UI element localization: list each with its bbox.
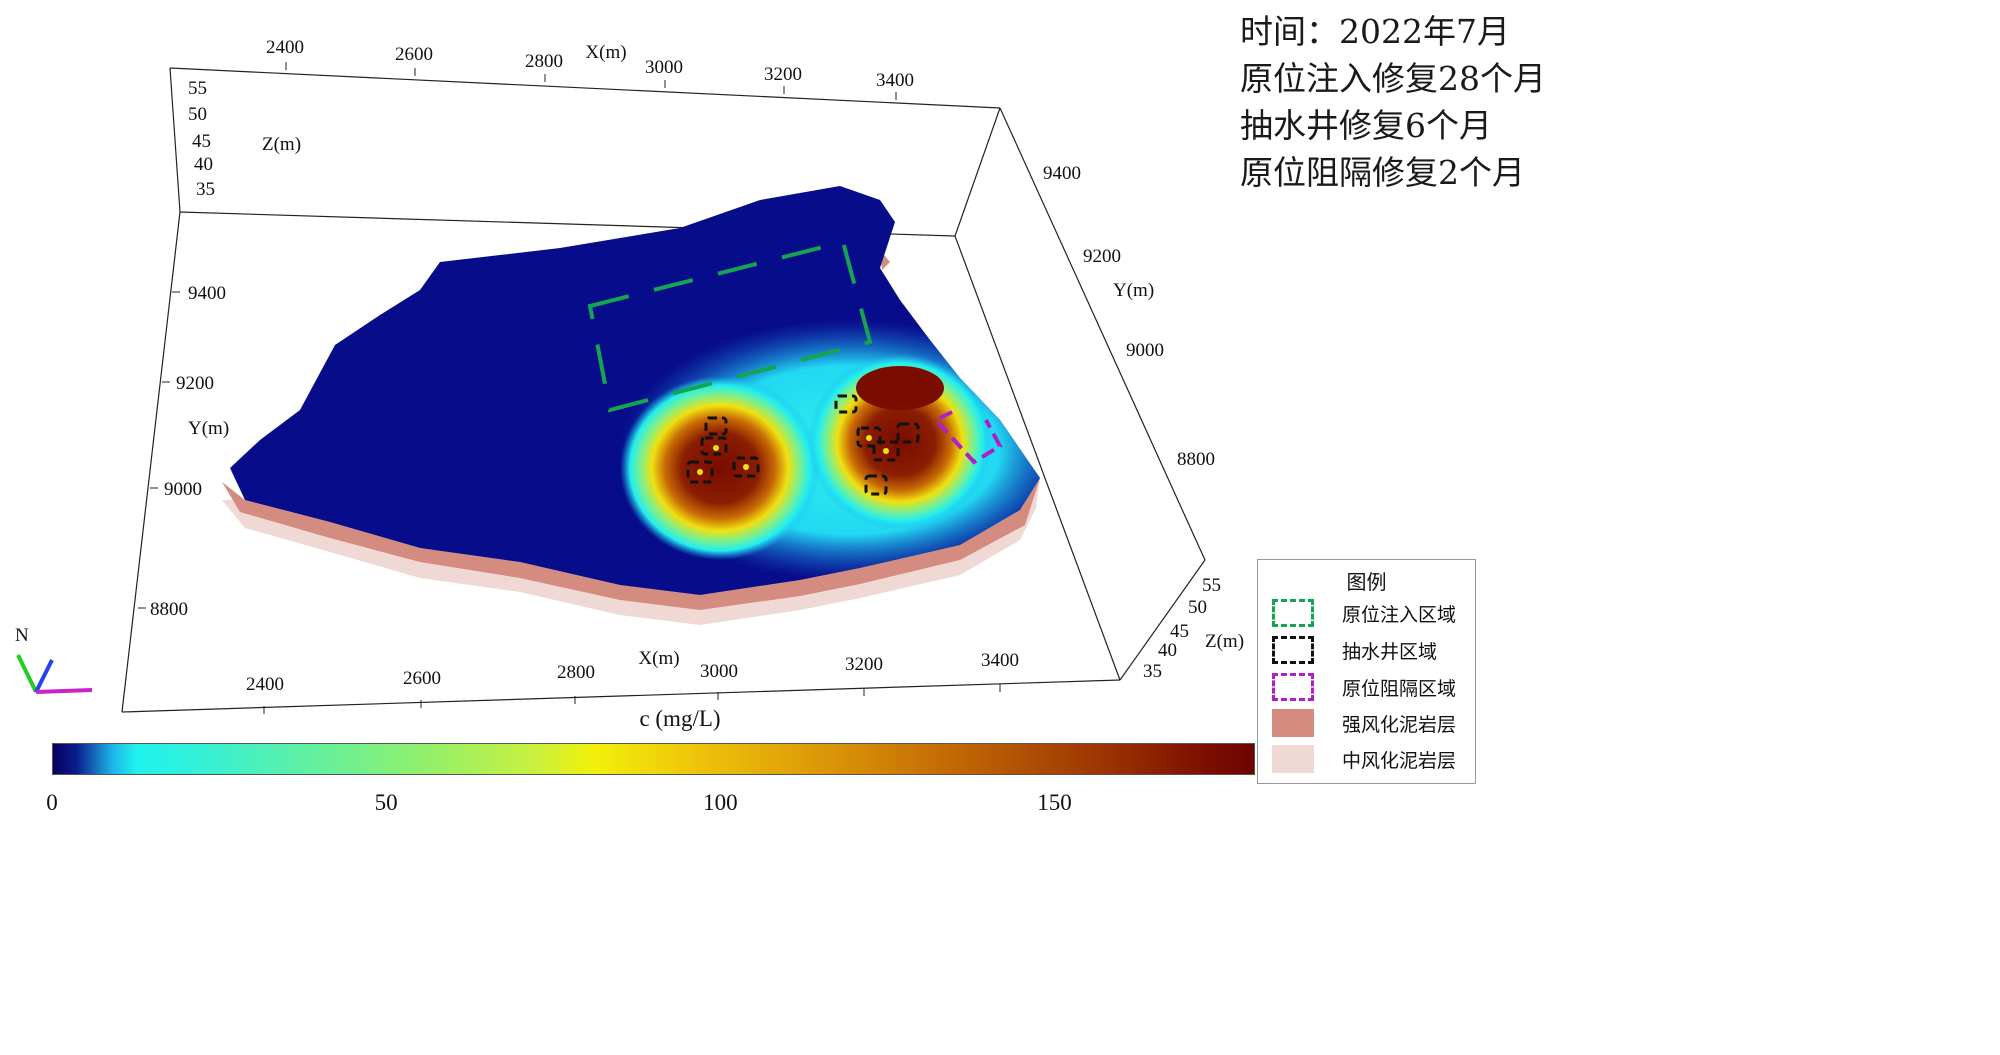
plume-right xyxy=(808,354,992,530)
bottom-x-axis: 2400 2600 2800 3000 3200 3400 X(m) xyxy=(246,648,1019,695)
left-z-tick: 50 xyxy=(188,104,207,125)
right-y-axis: 9400 9200 9000 8800 Y(m) xyxy=(1043,163,1215,470)
right-y-tick: 8800 xyxy=(1177,449,1215,470)
top-x-tick: 2400 xyxy=(266,37,304,58)
left-z-tick: 55 xyxy=(188,78,207,99)
colorbar-tick-label: 150 xyxy=(1037,790,1072,815)
top-x-tick: 2800 xyxy=(525,51,563,72)
right-z-tick: 40 xyxy=(1158,640,1177,661)
pumping-well-points xyxy=(697,435,889,475)
bottom-x-tick: 3000 xyxy=(700,661,738,682)
right-y-label: Y(m) xyxy=(1113,280,1154,301)
bottom-x-tick: 3200 xyxy=(845,654,883,675)
3d-scene: 2400 2600 2800 3000 3200 3400 X(m) 55 50… xyxy=(15,37,1244,714)
legend-label: 抽水井区域 xyxy=(1342,641,1438,663)
info-time: 时间：2022年7月 xyxy=(1240,12,1510,51)
left-y-tick: 9200 xyxy=(176,373,214,394)
bottom-x-tick: 3400 xyxy=(981,650,1019,671)
black-dashed-box-icon xyxy=(1272,636,1314,664)
axis-ticks xyxy=(138,62,1001,714)
plume-left xyxy=(620,376,820,560)
left-y-axis: 9400 9200 9000 8800 Y(m) xyxy=(150,283,229,620)
bottom-x-tick: 2800 xyxy=(557,662,595,683)
legend-label: 中风化泥岩层 xyxy=(1342,750,1457,772)
right-z-tick: 50 xyxy=(1188,597,1207,618)
legend-item-injection-zone: 原位注入区域 xyxy=(1272,598,1472,628)
right-y-tick: 9400 xyxy=(1043,163,1081,184)
legend: 图例 原位注入区域 抽水井区域 原位阻隔区域 强风化泥岩层 中风化泥岩层 xyxy=(1257,559,1476,784)
top-x-tick: 2600 xyxy=(395,44,433,65)
barrier-zone xyxy=(932,410,1003,465)
legend-item-medium-weathered: 中风化泥岩层 xyxy=(1272,744,1472,774)
top-x-axis: 2400 2600 2800 3000 3200 3400 X(m) xyxy=(266,37,914,91)
left-z-axis: 55 50 45 40 35 Z(m) xyxy=(188,78,301,200)
plume-group xyxy=(620,320,1040,580)
right-y-tick: 9200 xyxy=(1083,246,1121,267)
left-y-label: Y(m) xyxy=(188,418,229,439)
green-dashed-box-icon xyxy=(1272,599,1314,627)
legend-label: 原位注入区域 xyxy=(1342,604,1457,626)
bounding-box xyxy=(121,67,1206,713)
injection-zone xyxy=(587,239,873,413)
filled-box-icon xyxy=(1272,745,1314,773)
top-x-tick: 3400 xyxy=(876,70,914,91)
colorbar-tick-label: 100 xyxy=(703,790,738,815)
colorbar-tick-label: 50 xyxy=(374,790,398,815)
top-x-tick: 3200 xyxy=(764,64,802,85)
legend-item-barrier-zone: 原位阻隔区域 xyxy=(1272,672,1472,702)
info-barrier: 原位阻隔修复2个月 xyxy=(1240,153,1525,192)
colorbar xyxy=(52,743,1255,775)
legend-item-strong-weathered: 强风化泥岩层 xyxy=(1272,708,1472,738)
pumping-well-zones xyxy=(686,394,920,496)
compass-label: N xyxy=(15,625,29,646)
info-injection: 原位注入修复28个月 xyxy=(1240,59,1546,98)
colorbar-title: c (mg/L) xyxy=(639,706,721,731)
bottom-x-label: X(m) xyxy=(638,648,679,669)
plume-top xyxy=(856,366,944,410)
bottom-x-tick: 2400 xyxy=(246,674,284,695)
legend-title: 图例 xyxy=(1346,570,1387,594)
legend-label: 强风化泥岩层 xyxy=(1342,714,1457,736)
info-block: 时间：2022年7月 原位注入修复28个月 抽水井修复6个月 原位阻隔修复2个月 xyxy=(1240,8,1546,196)
compass: N xyxy=(15,625,93,694)
left-z-tick: 45 xyxy=(192,131,211,152)
info-pumping: 抽水井修复6个月 xyxy=(1240,106,1492,145)
purple-dashed-box-icon xyxy=(1272,673,1314,701)
left-y-tick: 9000 xyxy=(164,479,202,500)
legend-label: 原位阻隔区域 xyxy=(1342,678,1457,700)
filled-box-icon xyxy=(1272,709,1314,737)
right-z-axis: 55 50 45 40 35 Z(m) xyxy=(1143,575,1244,682)
legend-item-pumping-zone: 抽水井区域 xyxy=(1272,635,1472,665)
bottom-x-tick: 2600 xyxy=(403,668,441,689)
right-z-tick: 35 xyxy=(1143,661,1162,682)
left-z-label: Z(m) xyxy=(262,134,301,155)
colorbar-tick-label: 0 xyxy=(46,790,58,815)
right-y-tick: 9000 xyxy=(1126,340,1164,361)
right-z-label: Z(m) xyxy=(1205,631,1244,652)
right-z-tick: 45 xyxy=(1170,621,1189,642)
left-z-tick: 40 xyxy=(194,154,213,175)
top-x-label: X(m) xyxy=(585,42,626,63)
left-y-tick: 9400 xyxy=(188,283,226,304)
left-y-tick: 8800 xyxy=(150,599,188,620)
right-z-tick: 55 xyxy=(1202,575,1221,596)
strong-weathered-layer xyxy=(222,478,1040,610)
top-x-tick: 3000 xyxy=(645,57,683,78)
left-z-tick: 35 xyxy=(196,179,215,200)
